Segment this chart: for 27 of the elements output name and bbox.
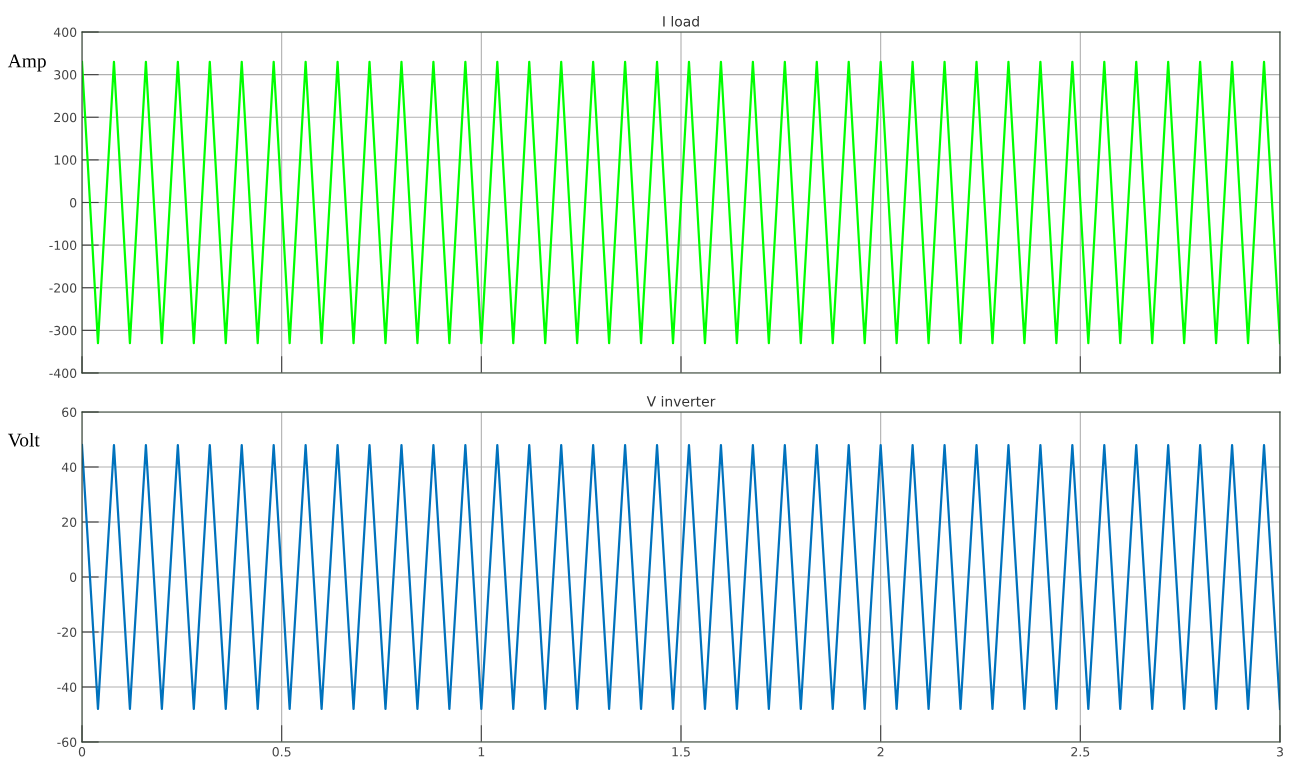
y-tick-label: -200 — [49, 283, 77, 293]
x-tick-label: 0 — [78, 747, 86, 757]
x-tick-label: 1.5 — [672, 747, 690, 757]
y-tick-label: -40 — [57, 682, 77, 692]
y-tick-label: 0 — [70, 572, 77, 582]
y-tick-label: 20 — [62, 517, 77, 527]
y-tick-label: 200 — [54, 112, 77, 123]
y-tick-label: 60 — [62, 407, 77, 417]
y-tick-label: -20 — [57, 627, 77, 637]
y-tick-label: 100 — [54, 155, 77, 165]
y-tick-label: -300 — [49, 325, 77, 336]
x-tick-label: 0.5 — [272, 747, 291, 757]
y-tick-label: 40 — [61, 462, 77, 472]
y-axis-title: Volt — [7, 432, 40, 447]
chart-title: I load — [663, 15, 699, 27]
chart-title: V inverter — [646, 395, 716, 407]
x-tick-label: 2 — [877, 747, 884, 757]
x-tick-label: 2.5 — [1071, 747, 1090, 757]
y-tick-label: -400 — [49, 368, 77, 378]
y-tick-label: 400 — [53, 27, 77, 37]
y-tick-label: -100 — [49, 240, 77, 251]
y-tick-label: 300 — [54, 70, 77, 80]
x-tick-label: 3 — [1276, 747, 1283, 757]
y-tick-label: -60 — [57, 737, 77, 747]
y-axis-title: Amp — [7, 54, 46, 72]
x-tick-label: 1 — [478, 747, 485, 757]
y-tick-label: 0 — [70, 197, 77, 208]
